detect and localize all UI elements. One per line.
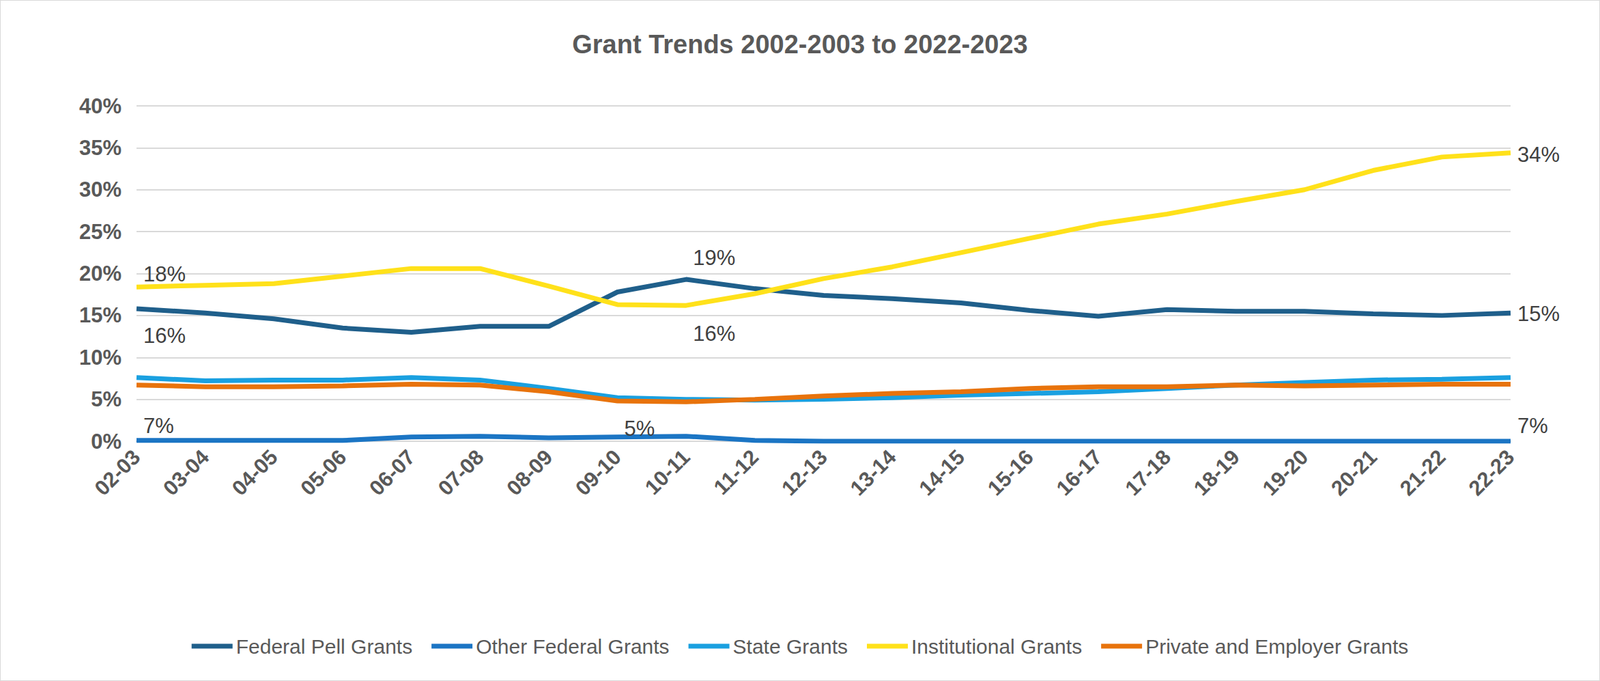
svg-text:Grant Trends 2002-2003 to 2022: Grant Trends 2002-2003 to 2022-2023 [572, 30, 1028, 59]
svg-text:12-13: 12-13 [776, 445, 833, 501]
svg-text:5%: 5% [624, 416, 656, 441]
svg-text:State Grants: State Grants [733, 634, 848, 658]
svg-text:30%: 30% [79, 177, 122, 202]
svg-text:16-17: 16-17 [1051, 445, 1108, 501]
svg-text:20%: 20% [79, 261, 122, 286]
svg-text:25%: 25% [79, 219, 122, 244]
svg-text:5%: 5% [90, 387, 122, 411]
svg-text:03-04: 03-04 [158, 444, 214, 500]
svg-text:Institutional Grants: Institutional Grants [911, 634, 1082, 658]
svg-text:15%: 15% [1517, 301, 1560, 326]
svg-text:7%: 7% [143, 413, 175, 438]
svg-text:14-15: 14-15 [913, 445, 970, 501]
svg-text:0%: 0% [90, 429, 122, 454]
svg-text:10%: 10% [79, 345, 122, 370]
svg-text:35%: 35% [79, 135, 122, 160]
svg-text:20-21: 20-21 [1326, 445, 1382, 501]
svg-text:15-16: 15-16 [982, 445, 1039, 501]
svg-text:16%: 16% [143, 323, 186, 348]
svg-text:18-19: 18-19 [1189, 445, 1245, 501]
svg-text:22-23: 22-23 [1464, 445, 1520, 501]
svg-text:10-11: 10-11 [640, 445, 695, 500]
svg-text:17-18: 17-18 [1120, 445, 1176, 501]
svg-text:02-03: 02-03 [90, 445, 146, 501]
svg-text:15%: 15% [79, 303, 122, 327]
svg-text:19-20: 19-20 [1258, 445, 1314, 501]
svg-text:34%: 34% [1517, 142, 1560, 167]
svg-text:19%: 19% [692, 245, 736, 270]
svg-text:05-06: 05-06 [296, 445, 352, 501]
svg-text:09-10: 09-10 [570, 445, 626, 501]
svg-text:40%: 40% [79, 94, 122, 119]
svg-text:Private and Employer Grants: Private and Employer Grants [1145, 634, 1409, 658]
svg-text:13-14: 13-14 [845, 444, 902, 500]
svg-text:04-05: 04-05 [227, 445, 283, 501]
svg-text:08-09: 08-09 [501, 445, 557, 501]
svg-text:Other Federal Grants: Other Federal Grants [475, 634, 669, 658]
svg-text:07-08: 07-08 [433, 445, 489, 501]
svg-text:11-12: 11-12 [709, 445, 764, 500]
svg-text:18%: 18% [143, 262, 186, 287]
svg-text:06-07: 06-07 [364, 445, 420, 501]
svg-text:21-22: 21-22 [1395, 445, 1451, 501]
svg-text:7%: 7% [1517, 413, 1549, 438]
svg-text:Federal Pell Grants: Federal Pell Grants [236, 634, 413, 658]
svg-text:16%: 16% [692, 321, 736, 346]
